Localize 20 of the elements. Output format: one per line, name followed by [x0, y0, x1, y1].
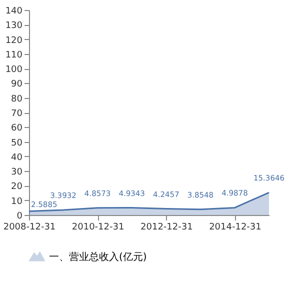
- y-tick-label: 60: [11, 124, 23, 134]
- y-tick-label: 10: [11, 196, 23, 207]
- x-tick-label: 2014-12-31: [209, 222, 262, 232]
- y-tick-label: 30: [11, 168, 23, 178]
- y-tick-label: 110: [5, 50, 23, 60]
- legend-label: 一、营业总收入(亿元): [49, 251, 147, 263]
- y-tick-label: 0: [16, 212, 23, 222]
- y-tick-label: 70: [11, 109, 23, 119]
- x-tick-label: 2012-12-31: [140, 222, 193, 232]
- y-tick-label: 20: [11, 182, 23, 192]
- x-tick-label: 2008-12-31: [3, 222, 56, 232]
- y-tick-label: 90: [11, 80, 23, 90]
- x-tick-label: 2010-12-31: [72, 222, 124, 232]
- y-tick-label: 40: [11, 152, 23, 163]
- y-tick-label: 120: [5, 36, 23, 46]
- y-tick-label: 140: [5, 6, 23, 16]
- y-tick-label: 130: [5, 21, 23, 32]
- y-tick-label: 80: [11, 94, 23, 104]
- y-tick-label: 50: [11, 138, 23, 148]
- y-tick-label: 100: [5, 65, 23, 76]
